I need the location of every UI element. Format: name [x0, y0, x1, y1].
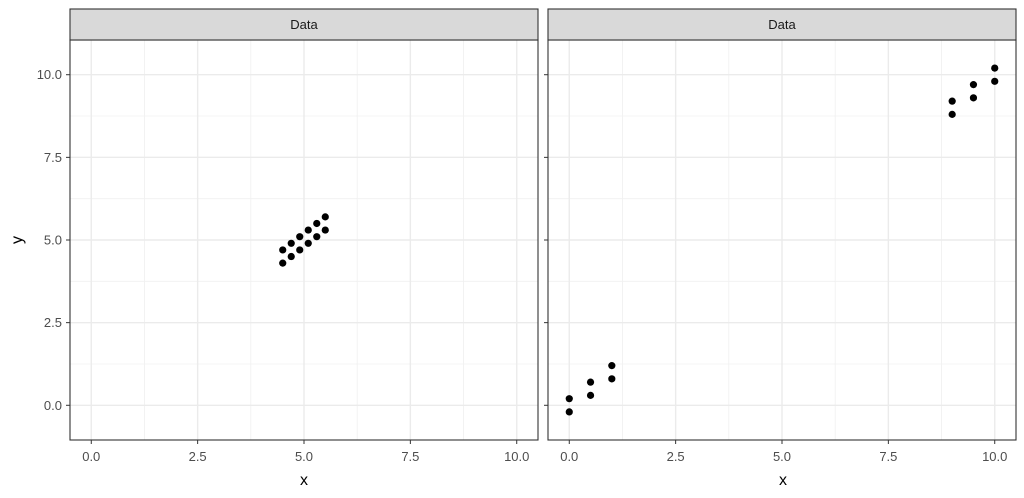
- data-point: [969, 94, 978, 102]
- data-point: [296, 246, 304, 254]
- x-axis-ticks-panel-2: 0.0 2.5 5.0 7.5 10.0: [560, 440, 1007, 464]
- x-tick-label: 7.5: [401, 449, 419, 464]
- x-tick-label: 10.0: [982, 449, 1007, 464]
- facet-strip: [547, 8, 1017, 41]
- x-tick-label: 5.0: [773, 449, 791, 464]
- data-point: [586, 378, 595, 386]
- data-point: [608, 375, 616, 383]
- y-tick-label: 2.5: [44, 315, 62, 330]
- x-tick-label: 2.5: [189, 449, 207, 464]
- y-axis-title: y: [9, 236, 26, 244]
- panel-1: Data: [69, 8, 539, 441]
- x-axis-title-panel-2: x: [779, 472, 787, 489]
- data-point: [321, 226, 329, 234]
- data-point: [586, 391, 595, 399]
- data-point: [969, 81, 978, 89]
- y-tick-label: 5.0: [44, 233, 62, 248]
- data-point: [321, 213, 329, 221]
- data-point: [991, 64, 999, 72]
- x-tick-label: 10.0: [504, 449, 529, 464]
- y-tick-label: 7.5: [44, 150, 62, 165]
- y-tick-label: 0.0: [44, 398, 62, 413]
- y-axis-ticks: 0.0 2.5 5.0 7.5 10.0: [37, 67, 548, 413]
- x-tick-label: 0.0: [560, 449, 578, 464]
- data-point: [296, 233, 304, 241]
- data-point: [608, 362, 616, 370]
- data-point: [304, 239, 312, 247]
- data-point: [948, 97, 956, 105]
- data-point: [279, 259, 287, 267]
- x-tick-label: 0.0: [82, 449, 100, 464]
- data-point: [279, 246, 287, 254]
- x-tick-label: 5.0: [295, 449, 313, 464]
- data-point: [313, 219, 321, 228]
- x-axis-title-panel-1: x: [300, 472, 308, 489]
- y-tick-label: 10.0: [37, 67, 62, 82]
- facet-strip-label: Data: [768, 17, 796, 32]
- data-point: [313, 233, 321, 241]
- data-point: [991, 77, 999, 85]
- data-point: [565, 408, 573, 416]
- data-point: [565, 395, 573, 403]
- x-axis-ticks-panel-1: 0.0 2.5 5.0 7.5 10.0: [82, 440, 529, 464]
- facet-strip-label: Data: [290, 17, 318, 32]
- facet-strip: [69, 8, 539, 41]
- x-tick-label: 7.5: [879, 449, 897, 464]
- data-point: [948, 110, 956, 118]
- panel-2: Data: [547, 8, 1017, 441]
- data-point: [287, 239, 295, 247]
- data-point: [304, 226, 312, 234]
- data-point: [287, 252, 295, 261]
- x-tick-label: 2.5: [667, 449, 685, 464]
